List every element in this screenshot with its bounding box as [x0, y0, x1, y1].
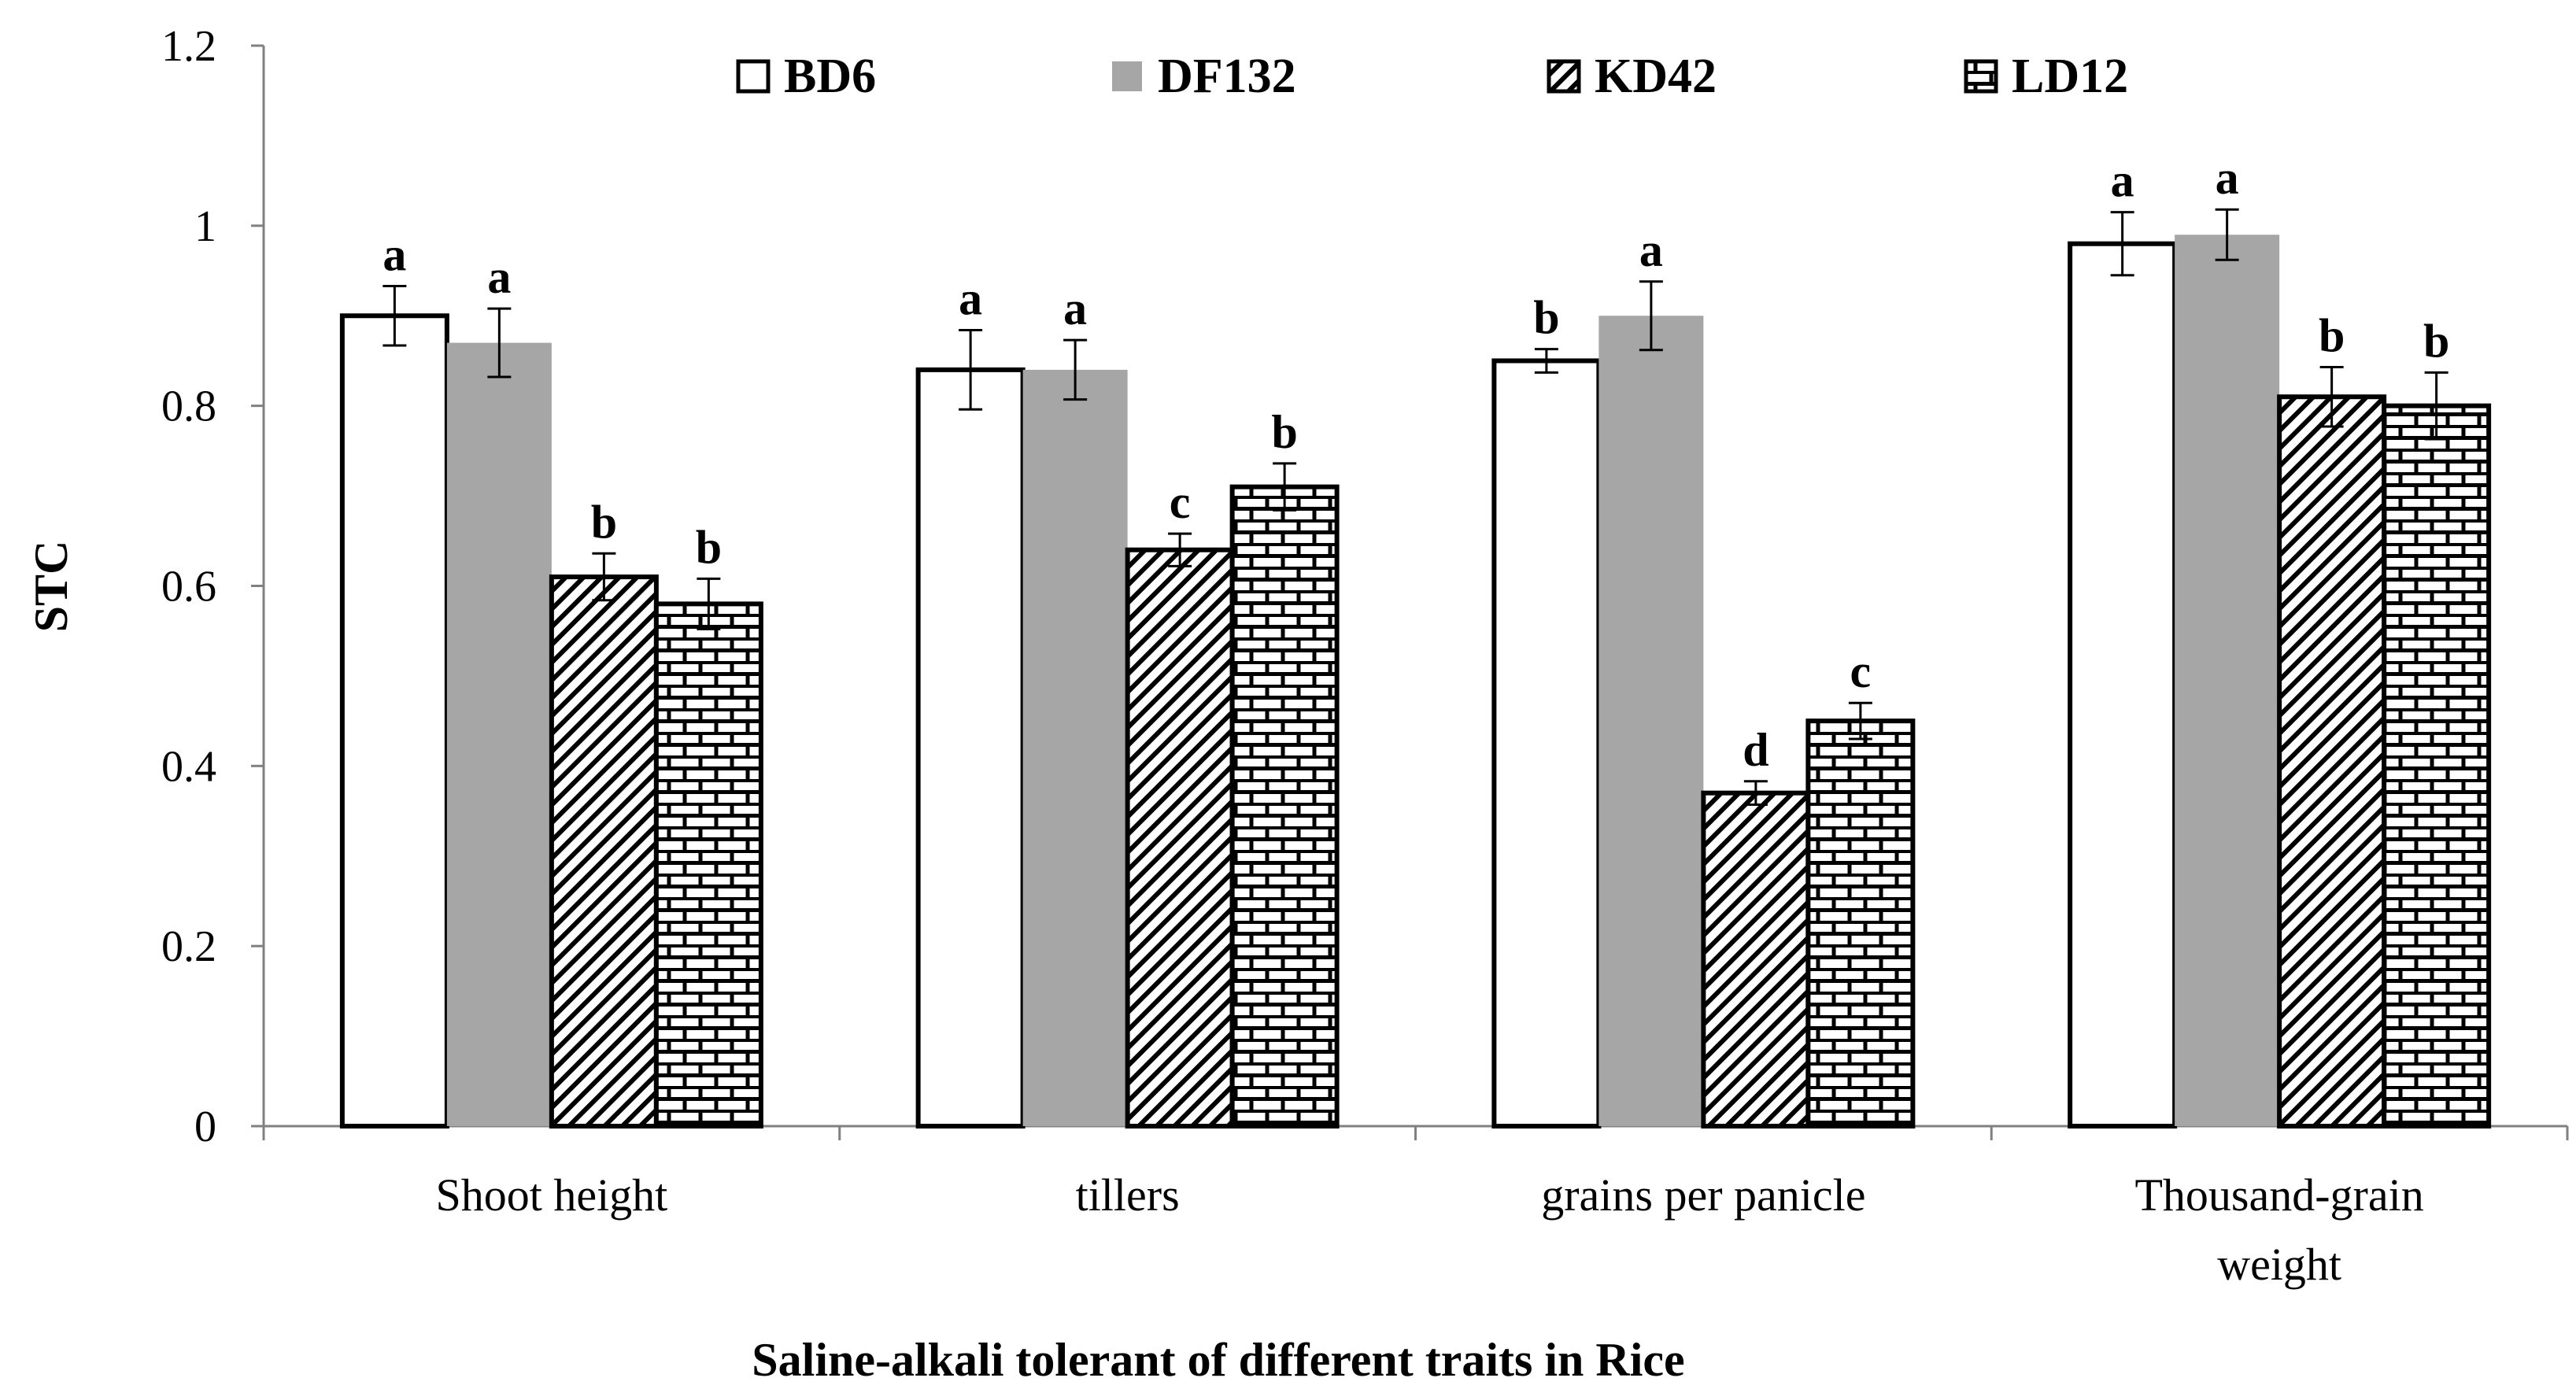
y-tick-label: 0.6 [161, 563, 216, 611]
axes: 0 0.2 0.4 0.6 0.8 1 1.2 [161, 22, 2569, 1151]
error-bar [487, 307, 512, 379]
data-label: c [1170, 476, 1191, 528]
x-axis-title: Saline-alkali tolerant of different trai… [752, 1334, 1684, 1386]
data-label: b [2423, 315, 2449, 367]
y-tick-label: 0 [194, 1103, 216, 1151]
data-label: b [2319, 309, 2345, 361]
y-tick-label: 1.2 [161, 22, 216, 71]
x-tick-label: tillers [1076, 1169, 1180, 1221]
bar-bd6 [1491, 358, 1602, 1129]
y-axis-title: STC [25, 541, 77, 633]
legend-label: KD42 [1595, 50, 1717, 103]
bar-bd6 [2068, 241, 2178, 1128]
data-label: a [2216, 152, 2239, 204]
error-bar [697, 577, 721, 630]
bar-df132 [446, 342, 552, 1126]
y-tick-label: 0.8 [161, 382, 216, 431]
labels: Shoot height a a b b tillers a a c b grains per pa… [383, 152, 2449, 1290]
data-label: b [1271, 406, 1297, 458]
data-label: a [383, 228, 406, 280]
bar-ld12 [2382, 403, 2492, 1128]
error-bar [2319, 365, 2344, 428]
bar-bd6 [339, 313, 449, 1128]
data-label: a [959, 273, 982, 325]
data-label: a [1063, 283, 1087, 334]
x-tick-label: grains per panicle [1541, 1169, 1865, 1221]
legend-swatch [1547, 59, 1581, 94]
y-tick-label: 0.2 [161, 922, 216, 971]
data-label: b [696, 521, 722, 573]
bar-kd42 [1701, 790, 1811, 1128]
error-bar [1639, 280, 1663, 352]
error-bar [592, 552, 616, 602]
bar-ld12 [1805, 718, 1916, 1128]
x-tick-label: Thousand-grain weight [2135, 1169, 2424, 1290]
bar-ld12 [1229, 484, 1340, 1128]
legend-label: LD12 [2012, 50, 2128, 103]
y-tick-label: 0.4 [161, 742, 216, 791]
data-label: a [487, 251, 511, 303]
legend-item-df132: DF132 [1112, 50, 1296, 103]
legend-item-bd6: BD6 [736, 50, 876, 103]
error-bar [1534, 348, 1558, 374]
error-bar [1168, 532, 1192, 567]
bar-kd42 [549, 574, 659, 1128]
bar-ld12 [653, 601, 763, 1128]
error-bar [1848, 701, 1872, 741]
data-label: c [1850, 645, 1872, 697]
error-bar [959, 329, 983, 411]
error-bar [2215, 208, 2239, 261]
bar-kd42 [1125, 547, 1235, 1128]
bar-kd42 [2277, 394, 2387, 1129]
data-label: a [1639, 224, 1663, 276]
legend-label: BD6 [784, 50, 876, 103]
data-label: a [2111, 155, 2134, 207]
bars [339, 208, 2492, 1129]
legend-swatch [736, 59, 771, 94]
legend-item-ld12: LD12 [1964, 50, 2128, 103]
y-tick-label: 1 [194, 202, 216, 251]
data-label: d [1743, 724, 1768, 776]
legend-item-kd42: KD42 [1547, 50, 1717, 103]
data-label: b [591, 496, 617, 548]
legend-label: DF132 [1158, 50, 1296, 103]
data-label: b [1533, 292, 1559, 344]
legend-swatch [1112, 61, 1142, 91]
error-bar [1273, 462, 1297, 512]
error-bar [2110, 211, 2134, 277]
error-bar [2424, 371, 2448, 441]
bar-bd6 [915, 367, 1026, 1128]
error-bar [1063, 338, 1088, 401]
error-bar [383, 284, 407, 347]
bar-df132 [2175, 235, 2280, 1126]
bar-df132 [1598, 316, 1704, 1126]
x-tick-label: Shoot height [435, 1169, 667, 1221]
legend-swatch [1964, 59, 1998, 94]
error-bar [1743, 780, 1768, 807]
bar-df132 [1022, 369, 1128, 1126]
legend: BD6 DF132 KD42 LD12 [736, 50, 2128, 103]
